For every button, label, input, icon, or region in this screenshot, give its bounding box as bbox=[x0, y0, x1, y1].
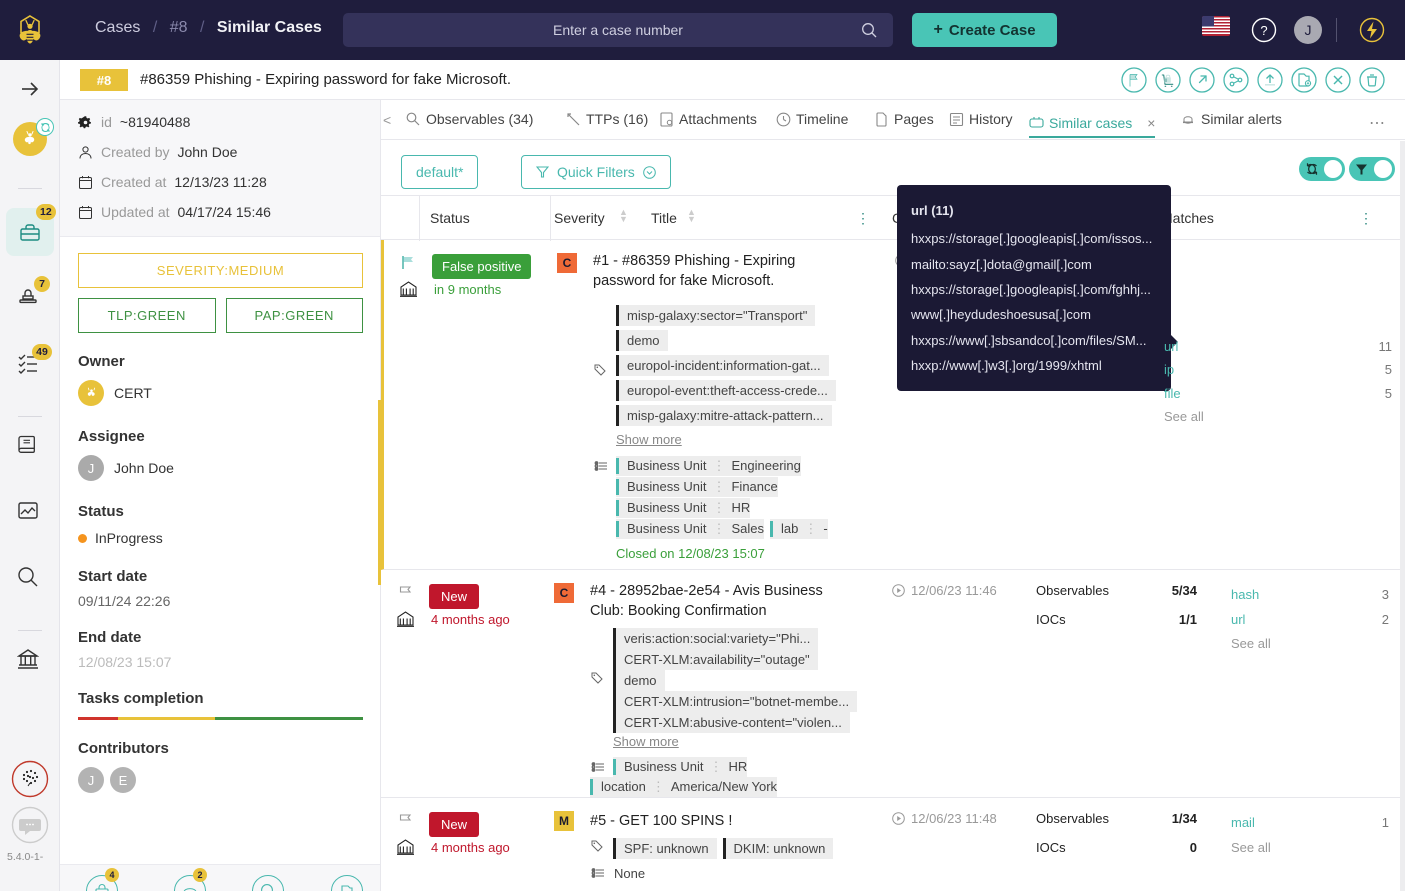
svg-text:?: ? bbox=[1260, 23, 1267, 38]
